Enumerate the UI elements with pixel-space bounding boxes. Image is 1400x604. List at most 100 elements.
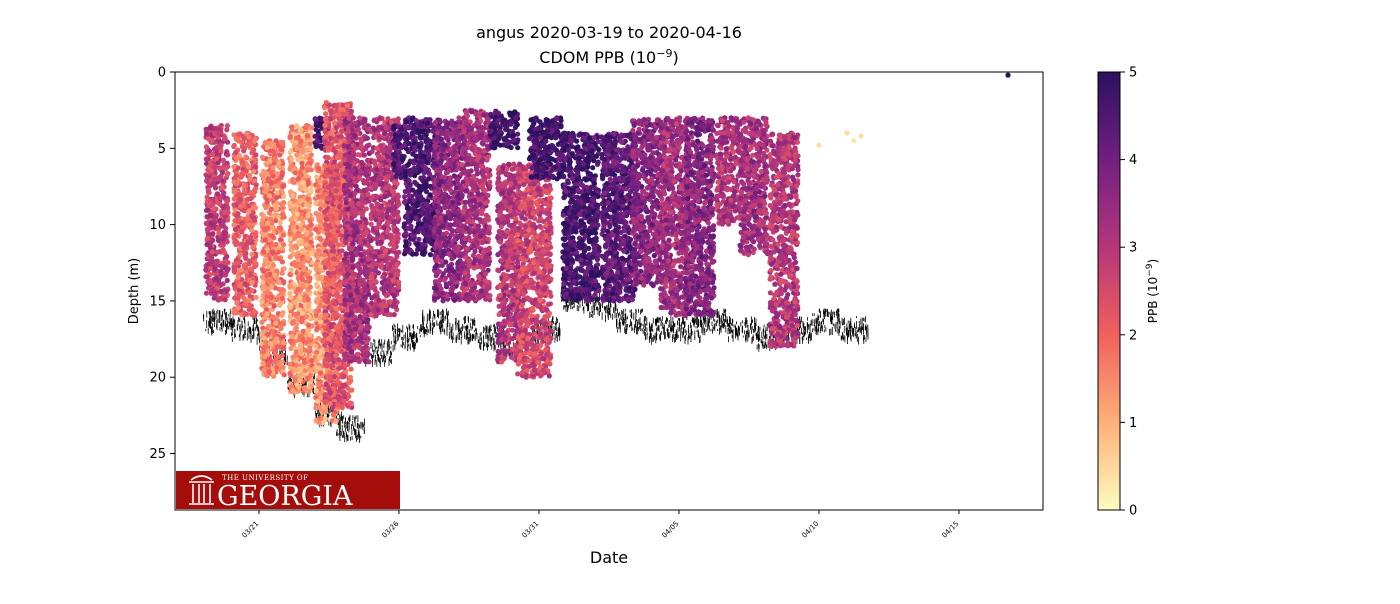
data-point bbox=[276, 256, 282, 262]
seafloor-echo bbox=[724, 319, 726, 323]
seafloor-echo bbox=[556, 317, 557, 321]
seafloor-echo bbox=[828, 311, 830, 317]
seafloor-echo bbox=[210, 324, 211, 329]
data-point bbox=[248, 272, 254, 279]
data-point bbox=[306, 332, 312, 338]
seafloor-echo bbox=[758, 331, 760, 338]
seafloor-echo bbox=[625, 328, 626, 335]
seafloor-echo bbox=[412, 340, 414, 347]
seafloor-echo bbox=[627, 323, 628, 328]
seafloor-echo bbox=[243, 317, 244, 320]
seafloor-echo bbox=[284, 353, 286, 361]
seafloor-echo bbox=[397, 334, 399, 341]
data-point bbox=[220, 169, 226, 175]
seafloor-echo bbox=[351, 436, 353, 440]
seafloor-echo bbox=[655, 318, 656, 325]
seafloor-echo bbox=[433, 311, 434, 317]
seafloor-echo bbox=[441, 329, 443, 332]
seafloor-echo bbox=[251, 328, 253, 331]
seafloor-echo bbox=[292, 382, 294, 387]
data-point bbox=[281, 242, 287, 248]
seafloor-echo bbox=[627, 316, 628, 320]
data-point bbox=[239, 220, 245, 226]
seafloor-echo bbox=[339, 414, 341, 420]
seafloor-echo bbox=[222, 311, 223, 317]
seafloor-echo bbox=[211, 326, 212, 333]
seafloor-echo bbox=[211, 310, 213, 318]
seafloor-echo bbox=[470, 334, 472, 341]
seafloor-echo bbox=[745, 330, 747, 338]
seafloor-echo bbox=[291, 378, 292, 384]
seafloor-echo bbox=[842, 318, 844, 322]
data-point bbox=[290, 354, 296, 360]
seafloor-echo bbox=[700, 319, 702, 328]
seafloor-echo bbox=[722, 313, 724, 322]
seafloor-echo bbox=[363, 428, 365, 434]
seafloor-echo bbox=[338, 421, 340, 425]
data-point bbox=[231, 222, 237, 228]
seafloor-echo bbox=[843, 321, 844, 325]
seafloor-echo bbox=[305, 380, 307, 386]
seafloor-echo bbox=[439, 320, 441, 328]
seafloor-echo bbox=[490, 324, 492, 328]
seafloor-echo bbox=[751, 337, 753, 344]
seafloor-echo bbox=[755, 327, 756, 330]
data-point bbox=[306, 322, 312, 328]
data-point bbox=[313, 262, 319, 268]
data-point bbox=[223, 225, 229, 231]
seafloor-echo bbox=[441, 310, 443, 316]
seafloor-echo bbox=[473, 319, 474, 325]
seafloor-echo bbox=[650, 333, 652, 338]
seafloor-echo bbox=[508, 352, 510, 357]
data-point bbox=[292, 243, 298, 249]
data-point bbox=[242, 233, 248, 239]
seafloor-echo bbox=[738, 333, 740, 336]
seafloor-echo bbox=[559, 328, 561, 336]
seafloor-echo bbox=[536, 329, 538, 335]
seafloor-echo bbox=[850, 333, 851, 340]
seafloor-echo bbox=[802, 336, 803, 344]
seafloor-echo bbox=[256, 320, 257, 329]
seafloor-echo bbox=[416, 336, 417, 344]
seafloor-echo bbox=[498, 325, 500, 329]
data-point bbox=[259, 154, 265, 160]
seafloor-echo bbox=[415, 333, 417, 338]
seafloor-echo bbox=[700, 321, 702, 325]
seafloor-echo bbox=[685, 334, 686, 341]
seafloor-echo bbox=[487, 334, 489, 338]
seafloor-echo bbox=[440, 316, 442, 325]
data-point bbox=[333, 419, 339, 425]
data-point bbox=[307, 141, 313, 147]
data-point bbox=[264, 162, 270, 168]
seafloor-echo bbox=[378, 343, 380, 348]
seafloor-echo bbox=[839, 320, 841, 329]
data-point bbox=[233, 242, 239, 248]
data-point bbox=[315, 142, 321, 149]
seafloor-echo bbox=[714, 312, 716, 317]
seafloor-echo bbox=[816, 326, 818, 333]
seafloor-echo bbox=[554, 322, 556, 326]
data-point bbox=[300, 180, 307, 186]
seafloor-echo bbox=[433, 313, 435, 318]
seafloor-echo bbox=[635, 316, 637, 322]
data-point bbox=[280, 183, 286, 189]
seafloor-echo bbox=[337, 433, 339, 436]
seafloor-echo bbox=[833, 323, 834, 327]
data-point bbox=[298, 262, 304, 268]
seafloor-echo bbox=[680, 324, 682, 327]
seafloor-echo bbox=[397, 323, 398, 326]
data-point bbox=[222, 135, 228, 141]
chart-subtitle-exponent: −9 bbox=[656, 47, 672, 60]
data-point bbox=[218, 268, 224, 274]
seafloor-echo bbox=[578, 305, 580, 312]
data-point bbox=[210, 181, 216, 187]
seafloor-echo bbox=[429, 314, 431, 318]
seafloor-echo bbox=[238, 319, 240, 322]
seafloor-echo bbox=[763, 327, 765, 334]
seafloor-echo bbox=[356, 435, 357, 442]
seafloor-echo bbox=[680, 327, 682, 334]
seafloor-echo bbox=[807, 325, 808, 334]
seafloor-echo bbox=[642, 329, 644, 334]
seafloor-echo bbox=[279, 350, 281, 358]
seafloor-echo bbox=[638, 326, 639, 332]
